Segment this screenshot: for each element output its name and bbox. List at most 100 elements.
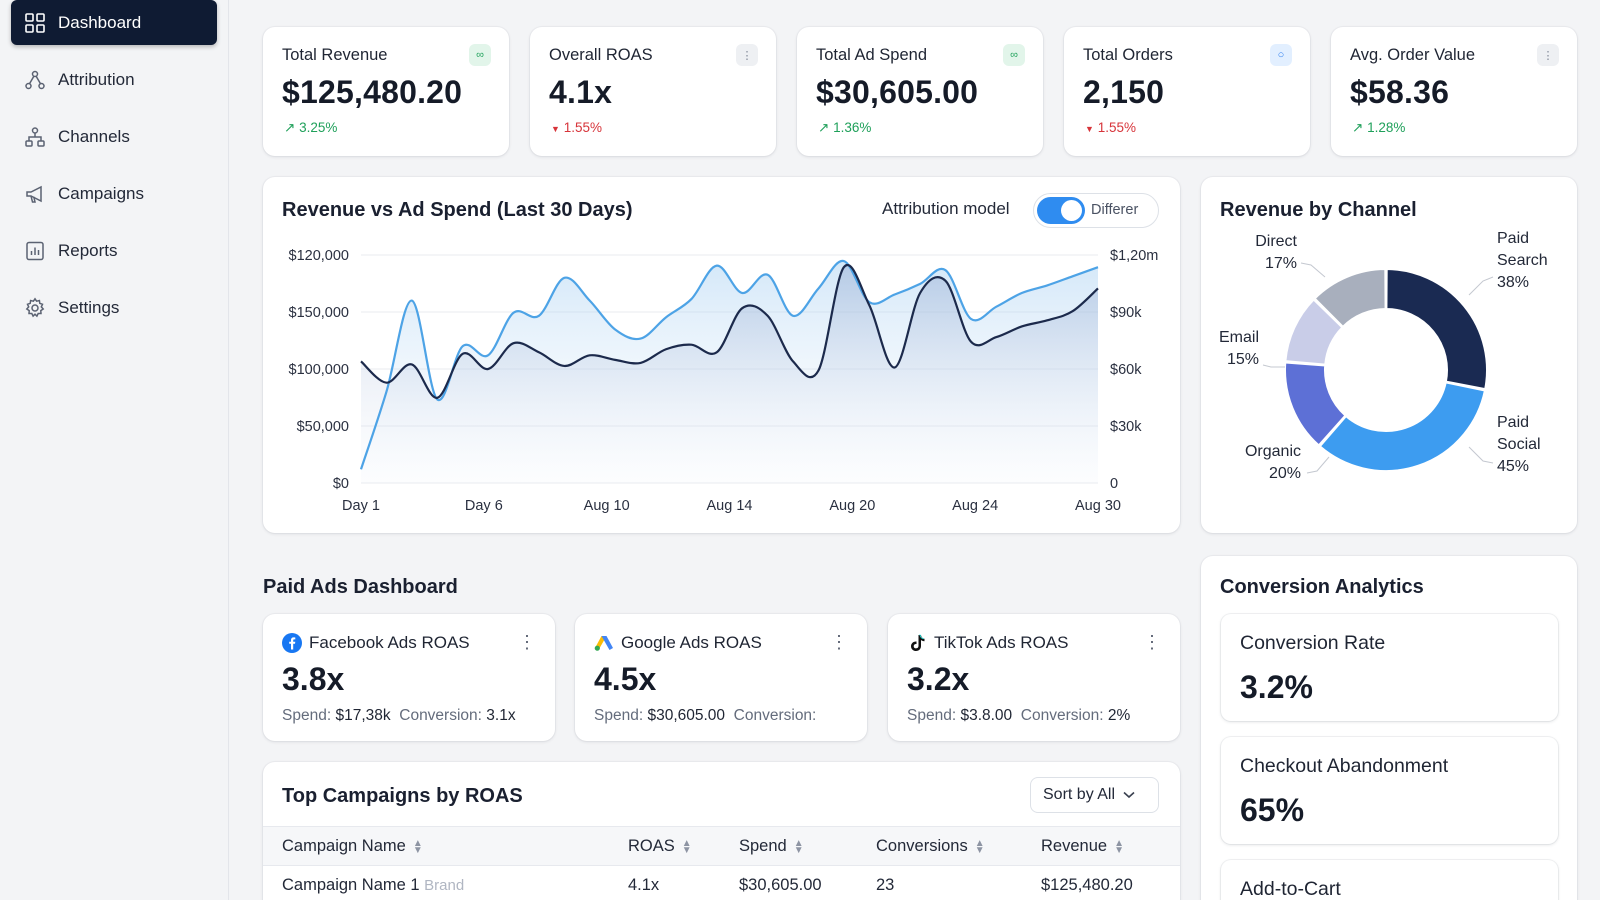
series-line (359, 259, 1099, 470)
more-icon[interactable]: ⋮ (518, 632, 536, 652)
x-tick-label: Aug 20 (829, 498, 875, 514)
column-header-spend[interactable]: Spend ▲ ▼ (739, 837, 804, 856)
attribution-model-label: Attribution model (882, 199, 1010, 218)
ad-card-roas: 4.5x (594, 661, 657, 697)
kpi-value: $125,480.20 (282, 74, 463, 110)
megaphone-icon (26, 185, 42, 203)
kpi-label: Overall ROAS (549, 46, 653, 64)
checkout-abandonment-box[interactable]: Checkout Abandonment 65% (1221, 737, 1558, 844)
trend-up-icon: ↗ (818, 120, 830, 135)
channel-chart-title: Revenue by Channel (1220, 199, 1417, 221)
sidebar-item-settings[interactable]: Settings (11, 285, 217, 330)
sidebar-item-channels[interactable]: Channels (11, 114, 217, 159)
kpi-value: 2,150 (1083, 74, 1165, 110)
gear-icon (25, 296, 45, 317)
trend-down-icon: ▼ (551, 124, 560, 134)
kpi-delta: ↗ 3.25% (284, 120, 338, 135)
cell-spend: $30,605.00 (739, 876, 822, 894)
sidebar-item-label: Channels (58, 126, 130, 146)
metric-label: Conversion Rate (1240, 632, 1386, 654)
donut-label: Organic (1245, 443, 1301, 460)
sort-dropdown[interactable]: Sort by All (1030, 777, 1159, 813)
conversion-rate-box[interactable]: Conversion Rate 3.2% (1221, 614, 1558, 721)
revenue-chart-title: Revenue vs Ad Spend (Last 30 Days) (282, 199, 633, 221)
donut-slice-direct (1313, 267, 1387, 329)
circle-icon: ○ (1270, 44, 1292, 66)
sidebar-item-label: Attribution (58, 69, 135, 89)
ad-card-roas: 3.2x (907, 661, 970, 697)
more-icon[interactable]: ⋮ (1537, 44, 1559, 66)
toggle-text: Differer (1091, 202, 1139, 218)
toggle-switch[interactable] (1037, 197, 1085, 224)
donut-slice-paid-social (1318, 381, 1487, 472)
sidebar-item-dashboard[interactable]: Dashboard (11, 0, 217, 45)
donut-label: 17% (1265, 255, 1297, 272)
trend-up-icon: ↗ (1352, 120, 1364, 135)
donut-label: Paid (1497, 230, 1529, 247)
kpi-card-total-revenue: Total Revenue ∞ $125,480.20 ↗ 3.25% (263, 27, 509, 156)
y-tick-label-right: $90k (1110, 305, 1142, 321)
metric-value: 3.2% (1240, 669, 1313, 705)
report-icon (26, 241, 44, 260)
sort-icon: ▲ ▼ (412, 837, 423, 856)
add-to-cart-box[interactable]: Add-to-Cart (1221, 860, 1558, 900)
trend-up-icon: ↗ (284, 120, 296, 135)
donut-label: 15% (1227, 351, 1259, 368)
metric-label: Add-to-Cart (1240, 878, 1341, 900)
ad-card-name: Google Ads ROAS (621, 633, 762, 652)
metric-label: Checkout Abandonment (1240, 755, 1449, 777)
column-header-conversions[interactable]: Conversions ▲ ▼ (876, 837, 985, 856)
kpi-label: Avg. Order Value (1350, 46, 1476, 64)
sidebar-item-attribution[interactable]: Attribution (11, 57, 217, 102)
leader-line (1468, 276, 1494, 296)
sort-icon: ▲ ▼ (681, 837, 692, 856)
x-tick-label: Aug 10 (584, 498, 630, 514)
kpi-label: Total Orders (1083, 46, 1173, 64)
y-tick-label-left: $50,000 (297, 419, 349, 435)
conversion-analytics-title: Conversion Analytics (1220, 576, 1424, 598)
donut-label: Paid (1497, 414, 1529, 431)
sidebar-item-label: Campaigns (58, 183, 144, 203)
column-header-campaign-name[interactable]: Campaign Name ▲ ▼ (282, 837, 423, 856)
sidebar-item-label: Settings (58, 297, 120, 317)
nodes-icon (25, 70, 45, 89)
column-header-roas[interactable]: ROAS ▲ ▼ (628, 837, 692, 856)
y-tick-label-left: $150,000 (289, 305, 349, 321)
facebook-ads-card: Facebook Ads ROAS ⋮ 3.8x Spend: $17,38k … (263, 614, 555, 741)
ad-card-name: TikTok Ads ROAS (934, 633, 1069, 652)
column-header-revenue[interactable]: Revenue ▲ ▼ (1041, 837, 1124, 856)
series-area (361, 264, 1098, 483)
paid-ads-title: Paid Ads Dashboard (263, 576, 458, 598)
donut-label: Social (1497, 436, 1541, 453)
attribution-toggle[interactable]: Differer (1033, 193, 1159, 228)
donut-slice-organic (1284, 361, 1347, 447)
hierarchy-icon (25, 126, 45, 147)
x-tick-label: Day 1 (342, 498, 380, 514)
kpi-card-avg-order-value: Avg. Order Value ⋮ $58.36 ↗ 1.28% (1331, 27, 1577, 156)
kpi-label: Total Ad Spend (816, 46, 928, 64)
sort-icon: ▲ ▼ (974, 837, 985, 856)
chevron-down-icon (1123, 791, 1135, 799)
revenue-by-channel-donut: Paid Search 38% Paid Social 45% Organic 20% Emai… (1219, 230, 1548, 482)
conversion-analytics-card (1201, 556, 1577, 900)
kpi-delta: ▼ 1.55% (1085, 120, 1136, 135)
grid-icon (25, 12, 45, 33)
kpi-card-total-ad-spend: Total Ad Spend ∞ $30,605.00 ↗ 1.36% (797, 27, 1043, 156)
ad-card-meta: Spend: $30,605.00 Conversion: (594, 707, 817, 724)
donut-label: Search (1497, 252, 1548, 269)
kpi-value: $58.36 (1350, 74, 1450, 110)
x-tick-label: Aug 24 (952, 498, 998, 514)
sidebar-item-reports[interactable]: Reports (11, 228, 217, 273)
more-icon[interactable]: ⋮ (1143, 632, 1161, 652)
ad-card-roas: 3.8x (282, 661, 345, 697)
google-ads-icon (594, 636, 613, 651)
top-campaigns-title: Top Campaigns by ROAS (282, 785, 523, 807)
leader-line (1300, 262, 1326, 278)
leader-line (1468, 446, 1494, 464)
sort-icon: ▲ ▼ (793, 837, 804, 856)
facebook-icon (282, 633, 302, 653)
leader-line (1262, 364, 1285, 368)
more-icon[interactable]: ⋮ (830, 632, 848, 652)
more-icon[interactable]: ⋮ (736, 44, 758, 66)
sidebar-item-campaigns[interactable]: Campaigns (11, 171, 217, 216)
